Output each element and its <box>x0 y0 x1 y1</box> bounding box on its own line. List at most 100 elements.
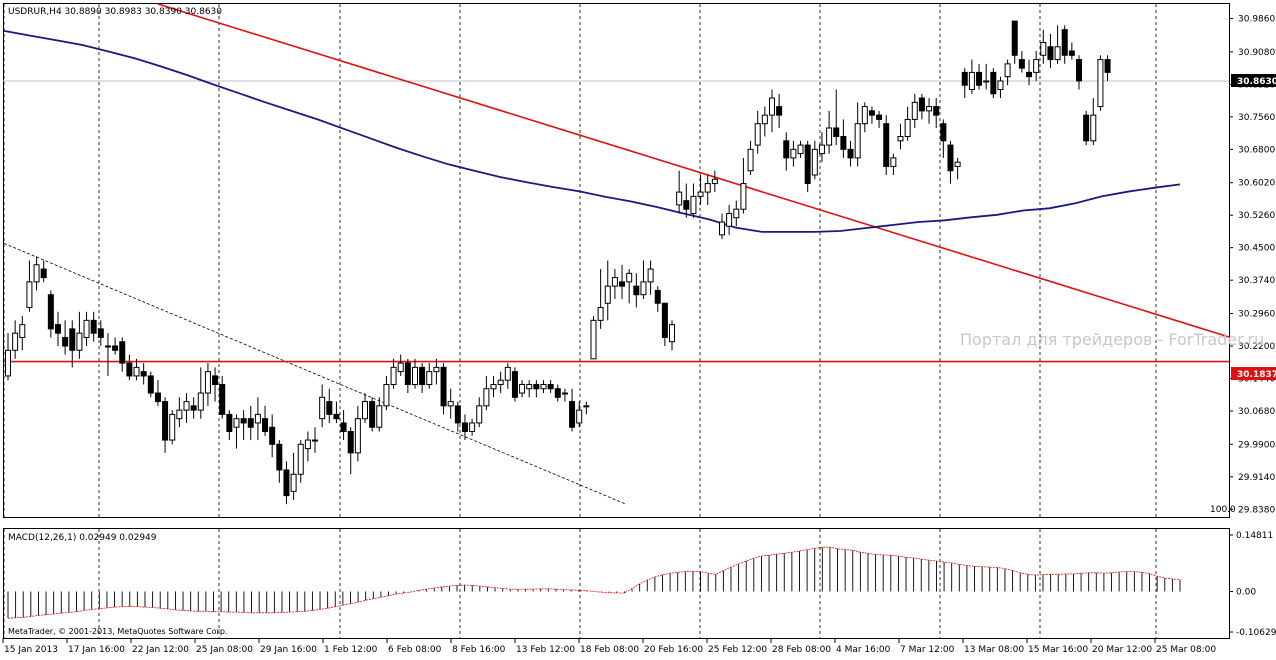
bear-candle-body <box>661 302 668 338</box>
bull-candle-body <box>626 272 633 283</box>
bull-candle-body <box>411 366 418 385</box>
candle <box>90 311 97 342</box>
y-tick-label: 30.5260 <box>1238 211 1275 221</box>
bear-candle-body <box>112 345 119 351</box>
candle <box>1104 55 1111 81</box>
bear-candle-body <box>933 106 940 116</box>
candle <box>333 401 340 423</box>
candle <box>33 256 40 291</box>
bull-candle-body <box>447 401 454 407</box>
bear-candle-body <box>140 371 147 377</box>
candle <box>411 358 418 389</box>
bull-candle-body <box>504 366 511 381</box>
candle <box>183 393 190 423</box>
support-price-tag-label: 30.1837 <box>1237 370 1276 380</box>
bull-candle-body <box>19 324 26 338</box>
x-tick-label: 13 Mar 08:00 <box>964 645 1024 655</box>
bull-candle-body <box>890 157 897 167</box>
candle <box>797 140 804 158</box>
bull-candle-body <box>704 183 711 193</box>
x-tick-label: 29 Jan 16:00 <box>260 645 317 655</box>
candle <box>1004 59 1011 86</box>
candle <box>469 418 476 436</box>
bull-candle-body <box>926 106 933 112</box>
x-tick-label: 17 Jan 16:00 <box>68 645 125 655</box>
bear-candle-body <box>511 371 518 398</box>
bear-candle-body <box>369 401 376 428</box>
candle <box>1040 29 1047 64</box>
candle <box>733 200 740 227</box>
bear-candle-body <box>226 413 233 432</box>
candle <box>511 367 518 402</box>
candle <box>1018 51 1025 73</box>
macd-y-tick-label: -0.10629 <box>1236 628 1276 638</box>
bull-candle-body <box>768 97 775 116</box>
candle <box>97 320 104 346</box>
candle <box>647 260 654 295</box>
candle <box>490 375 497 398</box>
bull-candle-body <box>469 422 476 433</box>
bull-candle-body <box>312 439 319 442</box>
candle <box>783 132 790 171</box>
bear-candle-body <box>654 289 661 304</box>
candle <box>254 397 261 441</box>
bull-candle-body <box>383 383 390 407</box>
candle <box>290 452 297 500</box>
macd-pane-frame <box>3 528 1230 639</box>
bear-candle-body <box>1047 46 1054 61</box>
candle <box>112 337 119 355</box>
x-tick-label: 28 Feb 08:00 <box>772 645 831 655</box>
candle <box>947 140 954 184</box>
bear-candle-body <box>326 401 333 415</box>
candle <box>240 410 247 441</box>
candle <box>590 316 597 360</box>
bull-candle-body <box>740 183 747 210</box>
bear-candle-body <box>454 405 461 424</box>
macd-y-tick-label: 0.14811 <box>1236 531 1273 541</box>
y-tick-label: 30.6800 <box>1238 145 1275 155</box>
y-tick-label: 30.7560 <box>1238 113 1275 123</box>
candle <box>162 397 169 453</box>
candle <box>219 375 226 419</box>
x-tick-label: 20 Mar 12:00 <box>1092 645 1152 655</box>
bull-candle-body <box>33 264 40 283</box>
bear-candle-body <box>154 392 161 403</box>
candle <box>169 410 176 445</box>
candle <box>604 260 611 321</box>
candle <box>761 106 768 137</box>
bear-candle-body <box>683 200 690 210</box>
candle <box>690 183 697 218</box>
bull-candle-body <box>76 332 83 351</box>
candle <box>569 388 576 432</box>
candle <box>347 427 354 475</box>
candle <box>818 132 825 163</box>
bull-candle-body <box>797 144 804 155</box>
x-tick-label: 4 Mar 16:00 <box>836 645 891 655</box>
candle <box>461 414 468 441</box>
candle <box>426 363 433 389</box>
candle <box>47 290 54 338</box>
bear-candle-body <box>547 383 554 390</box>
bull-candle-body <box>854 123 861 159</box>
candle <box>840 119 847 158</box>
candle <box>1076 55 1082 90</box>
x-tick-label: 20 Feb 16:00 <box>644 645 703 655</box>
bull-candle-body <box>690 195 697 214</box>
bear-candle-body <box>419 366 426 385</box>
candle <box>126 354 133 381</box>
y-tick-label: 30.2200 <box>1238 342 1275 352</box>
candle <box>940 119 947 158</box>
candle <box>904 106 911 141</box>
bear-candle-body <box>1026 71 1033 78</box>
bull-candle-body <box>390 366 397 385</box>
y-tick-label: 30.6020 <box>1238 179 1275 189</box>
candle <box>12 320 19 359</box>
bear-candle-body <box>876 114 883 120</box>
candle <box>1047 33 1054 69</box>
candle <box>890 153 897 175</box>
bear-candle-body <box>240 418 247 424</box>
candle <box>683 183 690 218</box>
candle <box>633 273 640 308</box>
descending-trendline <box>157 3 1230 338</box>
